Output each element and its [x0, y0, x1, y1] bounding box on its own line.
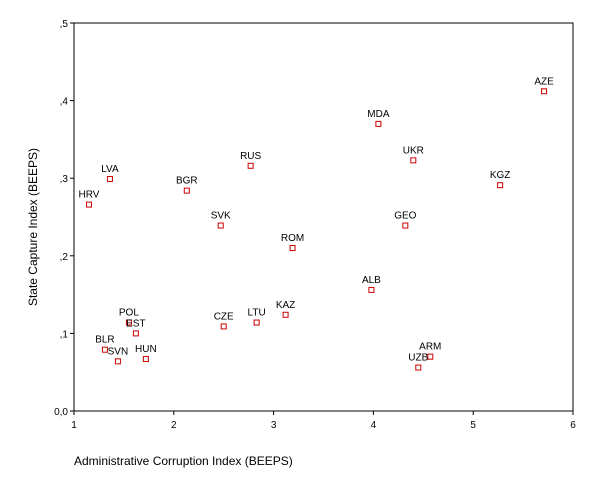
scatter-point	[132, 330, 139, 337]
scatter-point	[114, 358, 121, 365]
y-axis-ticks: 0,0 ,1 ,2 ,3 ,4 ,5	[54, 19, 74, 418]
plot-area-frame	[73, 22, 574, 412]
scatter-point	[427, 353, 434, 360]
point-label: SVK	[211, 211, 231, 222]
point-label: AZE	[534, 76, 554, 87]
point-label: LVA	[101, 164, 119, 175]
scatter-point	[101, 346, 108, 353]
y-tick-label: 0,0	[54, 407, 68, 418]
x-axis-ticks: 1 2 3 4 5 6	[71, 411, 576, 431]
scatter-point	[247, 162, 254, 169]
point-label: CZE	[214, 311, 234, 322]
scatter-point	[541, 88, 548, 95]
point-label: ARM	[419, 342, 441, 353]
x-tick-label: 2	[171, 420, 177, 431]
y-tick-label: ,3	[60, 174, 69, 185]
point-label: LTU	[248, 308, 266, 319]
y-axis-label: State Capture Index (BEEPS)	[26, 148, 40, 306]
x-axis-label: Administrative Corruption Index (BEEPS)	[74, 454, 293, 468]
point-label: SVN	[108, 346, 129, 357]
point-label: GEO	[394, 211, 416, 222]
point-label: ALB	[362, 275, 381, 286]
point-label: KAZ	[276, 300, 295, 311]
scatter-point	[289, 245, 296, 252]
x-tick-label: 4	[371, 420, 377, 431]
x-tick-label: 6	[570, 420, 576, 431]
y-tick-label: ,1	[60, 329, 69, 340]
point-label: HUN	[135, 344, 157, 355]
point-label: EST	[126, 318, 145, 329]
y-tick-label: ,2	[60, 252, 69, 263]
scatter-point	[253, 319, 260, 326]
scatter-point	[497, 182, 504, 189]
point-label: UZB	[408, 353, 428, 364]
point-label: BGR	[176, 176, 198, 187]
scatter-point	[106, 175, 113, 182]
scatter-point	[402, 222, 409, 229]
point-label: BLR	[95, 335, 114, 346]
point-label: ROM	[281, 233, 304, 244]
scatter-point	[217, 222, 224, 229]
point-label: UKR	[403, 145, 424, 156]
x-tick-label: 1	[71, 420, 77, 431]
scatter-point	[85, 201, 92, 208]
scatter-point	[415, 364, 422, 371]
scatter-point	[220, 323, 227, 330]
scatter-point	[142, 356, 149, 363]
y-tick-label: ,5	[60, 19, 69, 30]
point-label: KGZ	[490, 170, 511, 181]
x-tick-label: 3	[271, 420, 277, 431]
point-label: POL	[119, 308, 139, 319]
point-label: HRV	[79, 190, 100, 201]
point-label: RUS	[240, 151, 261, 162]
data-points: AZE MDA UKR KGZ RUS BGR LVA HRV SVK GEO ROM ALB KAZ L…	[79, 76, 554, 371]
scatter-point	[183, 187, 190, 194]
scatter-point	[375, 120, 382, 127]
scatter-point	[282, 311, 289, 318]
scatter-point	[125, 319, 132, 326]
x-tick-label: 5	[470, 420, 476, 431]
scatter-point	[368, 286, 375, 293]
point-label: MDA	[367, 109, 390, 120]
scatter-point	[410, 157, 417, 164]
y-tick-label: ,4	[60, 97, 69, 108]
